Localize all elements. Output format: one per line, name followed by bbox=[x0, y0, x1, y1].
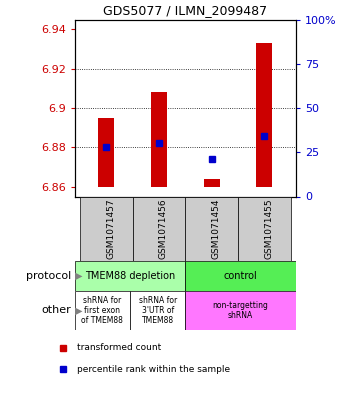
Text: transformed count: transformed count bbox=[77, 343, 161, 352]
Text: other: other bbox=[41, 305, 71, 316]
Bar bbox=[133, 196, 185, 261]
Text: ▶: ▶ bbox=[75, 271, 82, 281]
Text: GSM1071455: GSM1071455 bbox=[264, 198, 273, 259]
Text: GSM1071456: GSM1071456 bbox=[159, 198, 168, 259]
Bar bbox=[75, 291, 130, 330]
Bar bbox=[75, 261, 185, 291]
Text: shRNA for
3'UTR of
TMEM88: shRNA for 3'UTR of TMEM88 bbox=[139, 296, 177, 325]
Text: TMEM88 depletion: TMEM88 depletion bbox=[85, 271, 175, 281]
Bar bbox=[238, 196, 291, 261]
Text: shRNA for
first exon
of TMEM88: shRNA for first exon of TMEM88 bbox=[82, 296, 123, 325]
Bar bbox=[151, 92, 167, 187]
Bar bbox=[99, 118, 114, 187]
Text: control: control bbox=[224, 271, 257, 281]
Text: protocol: protocol bbox=[26, 271, 71, 281]
Bar bbox=[185, 261, 296, 291]
Bar bbox=[204, 179, 220, 187]
Bar bbox=[185, 196, 238, 261]
Text: GSM1071457: GSM1071457 bbox=[106, 198, 115, 259]
Text: GSM1071454: GSM1071454 bbox=[211, 199, 221, 259]
Bar bbox=[185, 291, 296, 330]
Title: GDS5077 / ILMN_2099487: GDS5077 / ILMN_2099487 bbox=[103, 4, 267, 17]
Text: non-targetting
shRNA: non-targetting shRNA bbox=[212, 301, 269, 320]
Bar bbox=[256, 43, 272, 187]
Bar bbox=[80, 196, 133, 261]
Text: percentile rank within the sample: percentile rank within the sample bbox=[77, 365, 230, 374]
Bar bbox=[130, 291, 185, 330]
Text: ▶: ▶ bbox=[75, 305, 82, 316]
